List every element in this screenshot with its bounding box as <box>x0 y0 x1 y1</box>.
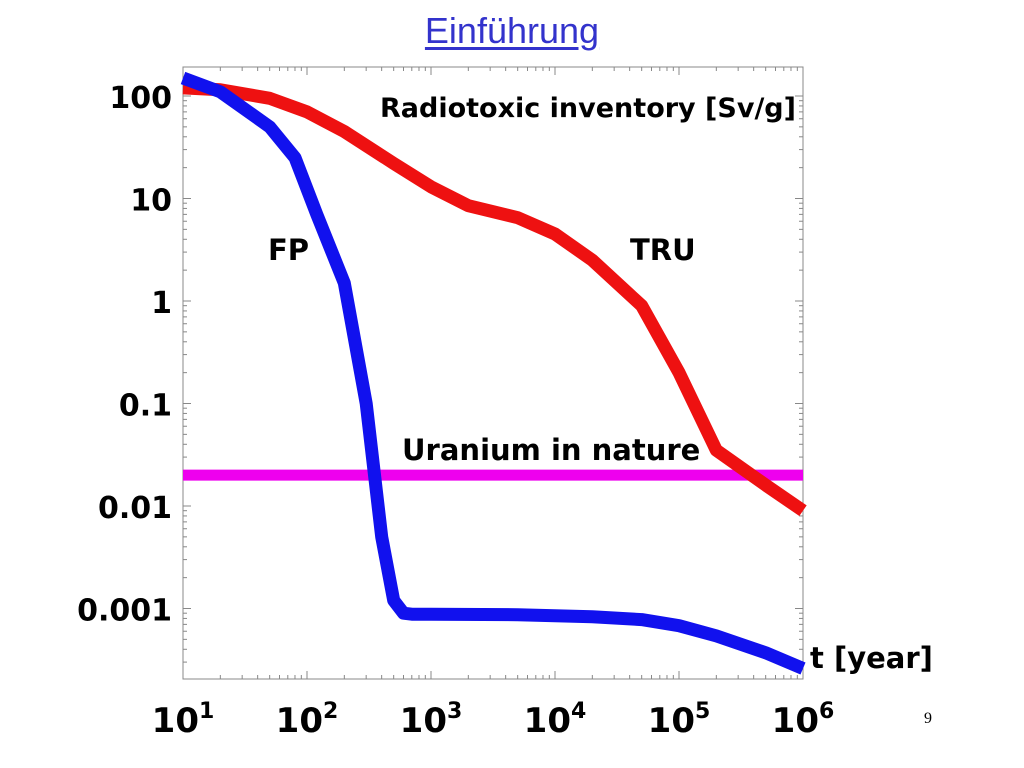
slide-title: Einführung <box>424 10 600 51</box>
x-tick-label: 106 <box>772 699 835 741</box>
x-tick-label: 103 <box>400 699 463 741</box>
chart-title: Radiotoxic inventory [Sv/g] <box>380 93 796 124</box>
y-tick-label: 0.001 <box>77 594 172 629</box>
x-tick-label: 101 <box>152 699 215 741</box>
x-tick-label: 105 <box>648 699 711 741</box>
axis-ticks <box>182 67 803 679</box>
y-tick-label: 0.01 <box>98 491 172 526</box>
y-tick-label: 0.1 <box>119 389 172 424</box>
series-label-uranium: Uranium in nature <box>402 433 700 467</box>
x-axis-label: t [year] <box>810 641 933 675</box>
series-label-fp: FP <box>268 233 309 267</box>
series-line-tru <box>182 81 807 517</box>
series-lines <box>180 71 807 675</box>
x-tick-label: 102 <box>276 699 339 741</box>
y-tick-label: 10 <box>130 184 172 219</box>
x-tick-label: 104 <box>524 699 587 741</box>
series-line-fp <box>180 71 806 675</box>
page-number: 9 <box>924 710 932 727</box>
plot-frame <box>182 66 804 680</box>
y-tick-label: 1 <box>151 286 172 321</box>
y-tick-label: 100 <box>109 81 172 116</box>
series-label-tru: TRU <box>630 233 696 267</box>
